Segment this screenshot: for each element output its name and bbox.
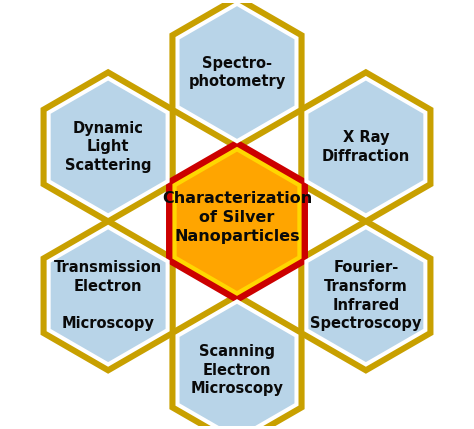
Text: Transmission
Electron

Microscopy: Transmission Electron Microscopy: [54, 260, 162, 331]
Polygon shape: [41, 69, 176, 225]
Polygon shape: [173, 147, 301, 296]
Text: Dynamic
Light
Scattering: Dynamic Light Scattering: [65, 121, 151, 173]
Polygon shape: [41, 218, 176, 374]
Polygon shape: [46, 76, 170, 218]
Polygon shape: [180, 304, 294, 429]
Polygon shape: [175, 1, 299, 144]
Polygon shape: [169, 292, 305, 429]
Polygon shape: [298, 218, 433, 374]
Polygon shape: [304, 76, 428, 218]
Polygon shape: [304, 225, 428, 367]
Polygon shape: [180, 6, 294, 139]
Polygon shape: [51, 230, 165, 362]
Text: Fourier-
Transform
Infrared
Spectroscopy: Fourier- Transform Infrared Spectroscopy: [310, 260, 421, 331]
Polygon shape: [51, 81, 165, 213]
Polygon shape: [46, 225, 170, 367]
Polygon shape: [309, 81, 423, 213]
Polygon shape: [175, 299, 299, 429]
Polygon shape: [309, 230, 423, 362]
Polygon shape: [298, 69, 433, 225]
Text: X Ray
Diffraction: X Ray Diffraction: [322, 130, 410, 164]
Text: Characterization
of Silver
Nanoparticles: Characterization of Silver Nanoparticles: [162, 191, 312, 244]
Polygon shape: [177, 152, 297, 291]
Text: Spectro-
photometry: Spectro- photometry: [188, 56, 286, 89]
Text: Scanning
Electron
Microscopy: Scanning Electron Microscopy: [191, 344, 283, 396]
Polygon shape: [169, 0, 305, 151]
Polygon shape: [166, 139, 308, 303]
